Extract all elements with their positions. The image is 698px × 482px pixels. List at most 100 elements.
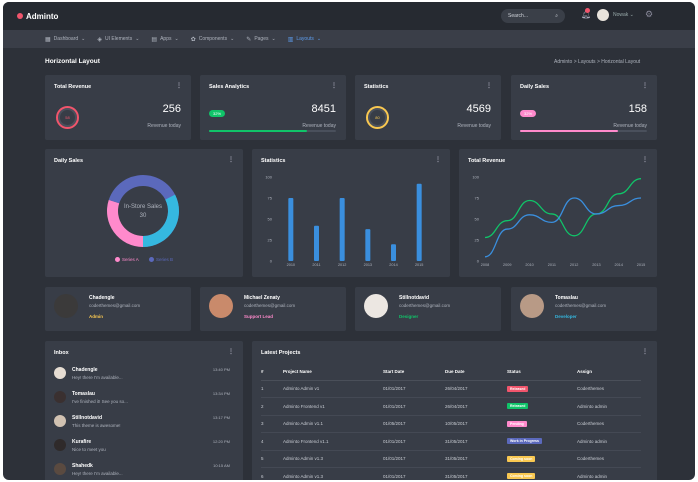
total-revenue-line-chart: 0 25 50 75 100 2008 2009 2010 2011 2012 2013 2014 20… [472, 175, 645, 268]
inbox-message[interactable]: Stillnotdavid This theme is awesome! 13:17… [54, 415, 230, 437]
progress-bar [520, 130, 647, 132]
user-avatar[interactable] [520, 294, 544, 318]
table-header-cell: # [261, 363, 283, 381]
x-tick-label: 2015 [415, 263, 423, 267]
main-navbar: ▦ Dashboard ⌄ ◈ UI Elements ⌄ ▤ Apps ⌄ ✿ Compon… [3, 30, 695, 48]
progress-ring: 58 [56, 106, 79, 129]
card-menu-icon[interactable]: ⋮ [228, 349, 234, 355]
daily-sales-donut: In-Store Sales 30 [107, 175, 179, 247]
user-name: Nowak [613, 12, 629, 18]
user-avatar[interactable] [597, 9, 609, 21]
table-header-cell: Status [507, 363, 577, 381]
card-menu-icon[interactable]: ⋮ [486, 83, 492, 89]
dashboard-icon: ▦ [45, 36, 51, 43]
inbox-message[interactable]: Tomaslau I've finished it! See you so... 1… [54, 391, 230, 413]
ui-elements-icon: ◈ [97, 36, 102, 43]
apps-icon: ▤ [151, 36, 158, 43]
chevron-down-icon: ⌄ [316, 36, 322, 42]
nav-item-dashboard[interactable]: ▦ Dashboard ⌄ [45, 36, 85, 43]
y-tick-label: 75 [475, 196, 480, 201]
table-row[interactable]: 1 Adminto Admin v1 01/01/2017 26/04/2017 Rel… [261, 380, 641, 398]
nav-item-label: Apps [160, 36, 172, 42]
total-revenue-chart-card: Total Revenue ⋮ 0 25 50 75 100 2008 2009 2010 20… [459, 149, 657, 277]
notification-badge [585, 8, 590, 13]
card-title: Latest Projects [261, 350, 301, 356]
table-row[interactable]: 3 Adminto Admin v1.1 01/05/2017 10/05/2017 P… [261, 415, 641, 433]
table-cell-name: Adminto Admin v1.3 [283, 467, 383, 480]
card-menu-icon[interactable]: ⋮ [228, 157, 234, 163]
table-cell-due: 31/05/2017 [445, 432, 507, 451]
table-cell-status: Coming soon [507, 467, 577, 480]
search-placeholder: Search... [508, 13, 529, 19]
message-time: 13:34 PM [212, 391, 230, 396]
sender-name: Shahedk [72, 463, 93, 469]
bar [416, 183, 422, 261]
x-tick-label: 2014 [614, 263, 622, 267]
settings-gear-icon[interactable]: ⚙ [645, 9, 654, 19]
card-menu-icon[interactable]: ⋮ [331, 83, 337, 89]
x-tick-label: 2014 [389, 263, 397, 267]
topbar: Adminto Search... ⌕ 🔔︎ Nowak ⌄ ⚙ [3, 2, 695, 30]
layouts-icon: ▥ [287, 36, 294, 43]
inbox-message[interactable]: Kurafire Nice to meet you 12:20 PM [54, 439, 230, 461]
table-row[interactable]: 2 Adminto Frontend v1 01/01/2017 26/04/2017… [261, 397, 641, 416]
components-icon: ✿ [190, 36, 196, 43]
app-name: Adminto [26, 11, 59, 21]
notification-bell-icon[interactable]: 🔔︎ [581, 8, 592, 19]
inbox-card: Inbox ⋮ Chadengle Hey! there I'm availabl… [45, 341, 243, 480]
search-input[interactable]: Search... ⌕ [501, 9, 565, 23]
stat-card: Total Revenue ⋮ 256 Revenue today 58 [45, 75, 191, 140]
nav-item-pages[interactable]: ✎ Pages ⌄ [246, 36, 275, 43]
table-cell-name: Adminto Admin v1 [283, 380, 383, 398]
card-menu-icon[interactable]: ⋮ [642, 349, 648, 355]
status-badge: Released [507, 403, 529, 410]
table-row[interactable]: 6 Adminto Admin v1.3 01/01/2017 31/05/2017 C… [261, 467, 641, 480]
progress-bar-fill [520, 130, 618, 132]
card-menu-icon[interactable]: ⋮ [642, 83, 648, 89]
projects-table: # Project Name Start Date Due Date Status Ass… [261, 363, 641, 480]
message-preview: Nice to meet you [72, 447, 106, 452]
message-time: 13:40 PM [212, 367, 230, 372]
inbox-message[interactable]: Chadengle Hey! there I'm available... 13:4… [54, 367, 230, 389]
user-avatar[interactable] [209, 294, 233, 318]
nav-item-apps[interactable]: ▤ Apps ⌄ [151, 36, 178, 43]
user-name: Tomaslau [555, 295, 578, 301]
x-tick-label: 2010 [287, 263, 295, 267]
nav-item-layouts[interactable]: ▥ Layouts ⌄ [288, 36, 321, 43]
series-line [484, 178, 642, 239]
nav-item-components[interactable]: ✿ Components ⌄ [191, 36, 235, 43]
legend-swatch [115, 257, 120, 262]
chevron-down-icon: ⌄ [174, 36, 179, 42]
y-tick-label: 50 [268, 217, 273, 222]
user-avatar[interactable] [364, 294, 388, 318]
sender-name: Chadengle [72, 367, 98, 373]
pages-icon: ✎ [246, 36, 252, 43]
card-menu-icon[interactable]: ⋮ [176, 83, 182, 89]
stat-caption: Revenue today [457, 123, 491, 129]
percent-badge: 32% [520, 110, 537, 117]
card-title: Statistics [364, 84, 389, 90]
table-row[interactable]: 4 Adminto Frontend v1.1 01/01/2017 31/05/20… [261, 432, 641, 451]
user-avatar[interactable] [54, 294, 78, 318]
card-menu-icon[interactable]: ⋮ [435, 157, 441, 163]
table-cell-n: 1 [261, 380, 283, 398]
table-cell-name: Adminto Frontend v1 [283, 397, 383, 416]
user-name: Stillnotdavid [399, 295, 429, 301]
x-tick-label: 2012 [570, 263, 578, 267]
app-logo[interactable]: Adminto [17, 12, 58, 21]
table-cell-start: 01/01/2017 [383, 380, 445, 398]
stat-caption: Revenue today [613, 123, 647, 129]
user-menu[interactable]: Nowak ⌄ [613, 12, 634, 18]
status-badge: Coming soon [507, 455, 536, 462]
app-frame: Adminto Search... ⌕ 🔔︎ Nowak ⌄ ⚙ ▦ Dashboa… [3, 2, 695, 480]
message-preview: I've finished it! See you so... [72, 399, 128, 404]
user-card: Tomaslau coderthemes@gmail.com Developer [511, 287, 657, 331]
user-email: coderthemes@gmail.com [399, 303, 451, 308]
table-row[interactable]: 5 Adminto Admin v1.3 01/01/2017 31/05/2017 C… [261, 450, 641, 468]
inbox-message[interactable]: Shahedk Hey! there I'm available... 10:15 … [54, 463, 230, 480]
card-menu-icon[interactable]: ⋮ [642, 157, 648, 163]
nav-item-ui-elements[interactable]: ◈ UI Elements ⌄ [97, 36, 139, 43]
message-time: 10:15 AM [213, 463, 230, 468]
nav-item-label: Layouts [296, 36, 314, 42]
user-role: Designer [399, 314, 419, 319]
